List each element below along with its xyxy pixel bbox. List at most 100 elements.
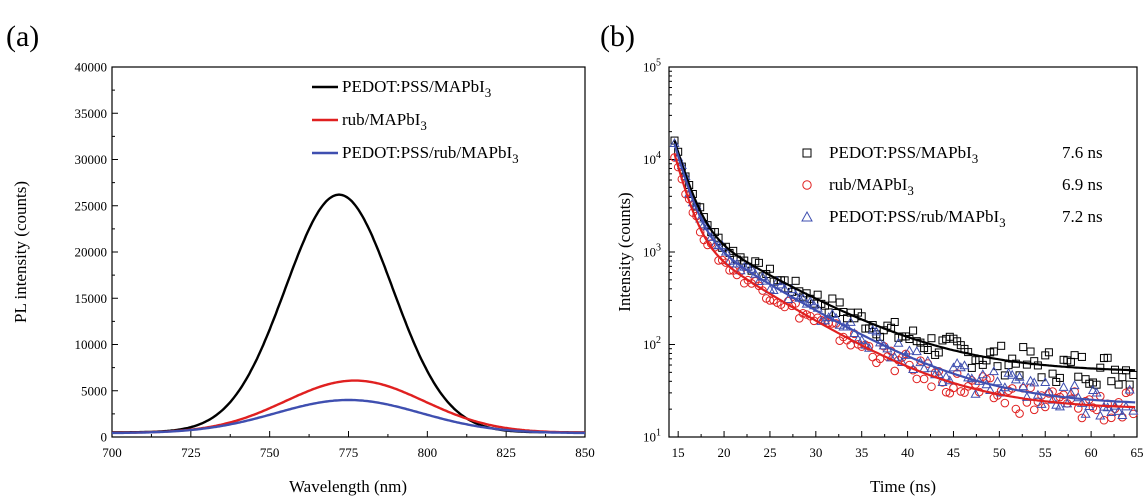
y-tick-label-a: 15000 bbox=[75, 291, 108, 306]
data-point-b-2 bbox=[868, 352, 878, 362]
x-tick-label-a: 825 bbox=[496, 445, 516, 460]
legend-a: PEDOT:PSS/MAPbI3 rub/MAPbI3 PEDOT:PSS/rub/… bbox=[312, 77, 519, 166]
spectrum-line-3 bbox=[111, 398, 586, 435]
data-point-b-3 bbox=[1065, 387, 1076, 397]
data-point-b-3 bbox=[1010, 374, 1021, 384]
data-point-b-3 bbox=[1021, 391, 1032, 401]
panel-label-a: (a) bbox=[6, 20, 39, 53]
data-point-b-1 bbox=[1019, 343, 1028, 352]
data-point-b-2 bbox=[927, 382, 936, 391]
data-point-b-2 bbox=[912, 374, 922, 384]
data-point-b-3 bbox=[952, 358, 963, 368]
data-point-b-3 bbox=[904, 345, 915, 355]
data-point-b-3 bbox=[1091, 387, 1102, 397]
data-point-b-1 bbox=[754, 258, 763, 267]
data-point-b-3 bbox=[1117, 409, 1128, 420]
data-point-b-3 bbox=[911, 346, 922, 356]
plot-frame-b bbox=[668, 66, 1138, 438]
data-point-b-1 bbox=[909, 326, 918, 335]
data-point-b-2 bbox=[890, 366, 900, 376]
x-tick-label-b: 65 bbox=[1131, 445, 1143, 460]
legend-b: PEDOT:PSS/MAPbI3 7.6 ns rub/MAPbI3 6.9 ns PE… bbox=[801, 143, 1103, 230]
data-point-b-1 bbox=[813, 290, 822, 299]
y-tick-label-b: 102 bbox=[643, 335, 661, 352]
data-point-b-1 bbox=[923, 345, 932, 354]
data-point-b-3 bbox=[1058, 381, 1069, 391]
data-point-b-1 bbox=[1055, 373, 1064, 382]
data-point-b-1 bbox=[1114, 380, 1123, 389]
data-point-b-3 bbox=[1036, 398, 1047, 408]
data-point-b-2 bbox=[721, 258, 731, 267]
data-point-b-3 bbox=[805, 296, 816, 306]
axis-ticks-b: 15 20 25 30 35 40 45 50 55 60 65 101 102 103 104 105 bbox=[643, 58, 1143, 461]
data-point-b-2 bbox=[956, 387, 966, 396]
data-point-b-1 bbox=[1000, 371, 1009, 380]
data-point-b-1 bbox=[890, 317, 899, 326]
data-point-b-3 bbox=[937, 376, 948, 387]
data-point-b-1 bbox=[791, 276, 800, 285]
data-point-b-3 bbox=[1014, 371, 1025, 381]
data-point-b-3 bbox=[959, 360, 970, 370]
x-axis-title-a: Wavelength (nm) bbox=[289, 477, 407, 496]
data-point-b-2 bbox=[846, 340, 855, 350]
data-point-b-3 bbox=[1106, 406, 1117, 417]
data-point-b-3 bbox=[695, 213, 706, 223]
series-layer-a bbox=[111, 193, 586, 435]
data-point-b-1 bbox=[1004, 361, 1013, 370]
data-point-b-3 bbox=[845, 316, 856, 326]
data-point-b-3 bbox=[970, 388, 981, 398]
data-point-b-2 bbox=[1029, 405, 1039, 415]
y-axis-title-a: PL intensity (counts) bbox=[11, 181, 30, 323]
data-point-b-3 bbox=[871, 326, 882, 336]
y-tick-label-a: 10000 bbox=[75, 337, 108, 352]
x-axis-title-b: Time (ns) bbox=[870, 477, 936, 496]
data-point-b-3 bbox=[753, 275, 764, 285]
data-point-b-3 bbox=[948, 362, 959, 372]
legend-lifetime-b-3: 7.2 ns bbox=[1062, 207, 1103, 226]
data-point-b-1 bbox=[1077, 352, 1086, 361]
data-point-b-3 bbox=[1069, 380, 1080, 390]
data-point-b-3 bbox=[768, 285, 779, 295]
legend-label-b-1: PEDOT:PSS/MAPbI3 bbox=[829, 143, 978, 166]
data-point-b-1 bbox=[1048, 369, 1057, 378]
x-tick-label-b: 60 bbox=[1085, 445, 1098, 460]
x-tick-label-b: 45 bbox=[947, 445, 960, 460]
data-point-b-3 bbox=[1124, 384, 1135, 394]
data-point-b-2 bbox=[1015, 409, 1024, 418]
data-point-b-3 bbox=[977, 369, 988, 379]
data-point-b-1 bbox=[967, 363, 976, 372]
data-point-b-1 bbox=[1118, 373, 1127, 382]
data-point-b-1 bbox=[1026, 347, 1035, 356]
data-point-b-1 bbox=[1011, 359, 1020, 368]
data-point-b-2 bbox=[798, 309, 808, 318]
data-point-b-1 bbox=[989, 347, 998, 356]
data-point-b-3 bbox=[1080, 408, 1091, 418]
spectrum-line-1 bbox=[112, 193, 585, 434]
y-tick-label-b: 105 bbox=[643, 58, 661, 75]
legend-label-b-3: PEDOT:PSS/rub/MAPbI3 bbox=[829, 207, 1006, 230]
axis-ticks-a: 700 725 750 775 800 825 850 0 5000 10000 15000 2000… bbox=[75, 60, 595, 461]
data-point-b-3 bbox=[988, 366, 999, 376]
data-point-b-1 bbox=[1129, 370, 1138, 379]
y-tick-label-b: 103 bbox=[643, 243, 661, 260]
x-tick-label-b: 50 bbox=[993, 445, 1006, 460]
y-tick-label-a: 35000 bbox=[75, 106, 108, 121]
data-point-b-1 bbox=[1070, 351, 1079, 360]
data-point-b-1 bbox=[1107, 377, 1116, 386]
data-point-b-3 bbox=[706, 231, 717, 241]
x-tick-label-a: 700 bbox=[102, 445, 122, 460]
y-tick-label-a: 0 bbox=[101, 430, 108, 445]
data-point-b-2 bbox=[941, 387, 951, 397]
y-axis-title-b: Intensity (counts) bbox=[615, 192, 634, 311]
data-point-b-1 bbox=[765, 264, 774, 273]
y-tick-label-b: 104 bbox=[643, 150, 661, 167]
fit-line-b-2 bbox=[673, 153, 1136, 409]
data-point-b-3 bbox=[1076, 397, 1087, 407]
data-point-b-3 bbox=[955, 362, 966, 372]
data-point-b-3 bbox=[1040, 376, 1051, 386]
data-point-b-3 bbox=[1113, 405, 1124, 415]
data-point-b-3 bbox=[1128, 405, 1139, 415]
x-tick-label-a: 750 bbox=[260, 445, 280, 460]
spectrum-line-2 bbox=[112, 379, 585, 434]
data-point-b-3 bbox=[1018, 381, 1029, 391]
